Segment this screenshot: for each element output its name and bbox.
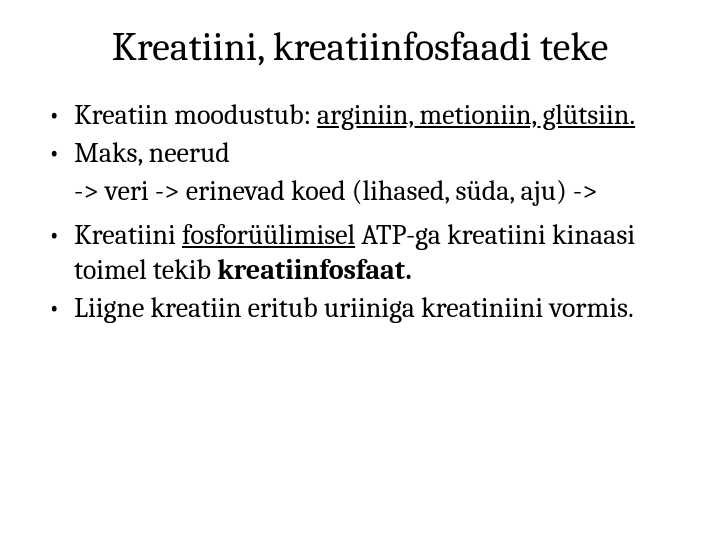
bullet-1: Kreatiin moodustub: arginiin, metioniin,… <box>46 98 674 132</box>
bullet-1-lead: Kreatiin moodustub: <box>74 99 317 131</box>
bullet-list: Kreatiin moodustub: arginiin, metioniin,… <box>46 98 674 170</box>
bullet-3-part1: Kreatiini <box>74 219 182 251</box>
bullet-list-2: Kreatiini fosforüülimisel ATP-ga kreatii… <box>46 218 674 286</box>
slide: Kreatiini, kreatiinfosfaadi teke Kreatii… <box>0 0 720 540</box>
bullet-list-3: Liigne kreatiin eritub uriiniga kreatini… <box>46 291 674 325</box>
bullet-4-text: Liigne kreatiin eritub uriiniga kreatini… <box>74 292 634 324</box>
bullet-4: Liigne kreatiin eritub uriiniga kreatini… <box>46 291 674 325</box>
bullet-3-underline: fosforüülimisel <box>182 219 355 251</box>
bullet-3-bold: kreatiinfosfaat. <box>217 254 412 286</box>
bullet-2-sub: -> veri -> erinevad koed (lihased, süda,… <box>46 174 674 208</box>
slide-title: Kreatiini, kreatiinfosfaadi teke <box>46 24 674 70</box>
bullet-3: Kreatiini fosforüülimisel ATP-ga kreatii… <box>46 218 674 286</box>
bullet-2: Maks, neerud <box>46 136 674 170</box>
bullet-2-text: Maks, neerud <box>74 137 230 169</box>
bullet-1-underline: arginiin, metioniin, glütsiin. <box>317 99 635 131</box>
